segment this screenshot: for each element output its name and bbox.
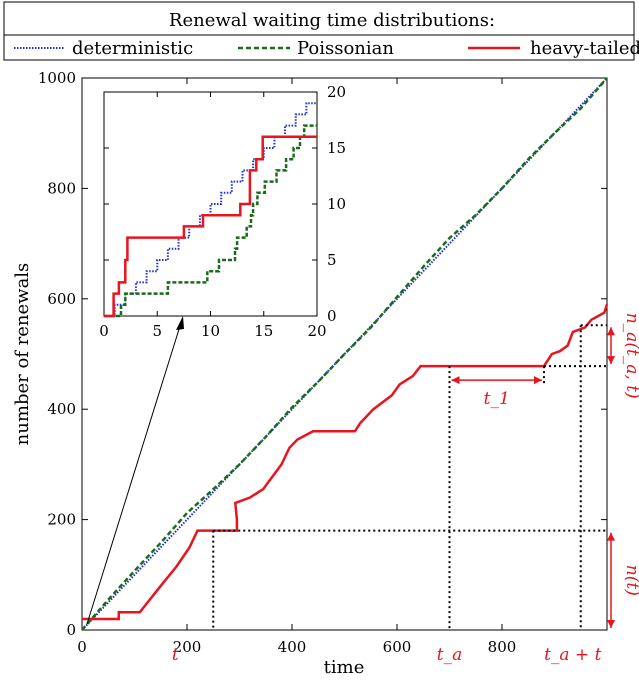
- y-tick-label-800: 800: [47, 179, 76, 197]
- t1-arrow-head-start: [451, 376, 460, 385]
- annotation-t1: t_1: [484, 389, 510, 409]
- t1-arrow-head-end: [534, 376, 542, 385]
- annotation-layer: t t_a t_a + t t_1 n(t) n_a(t_a, t): [172, 313, 639, 665]
- legend-title: Renewal waiting time distributions:: [169, 10, 495, 31]
- inset-frame: [103, 91, 318, 317]
- x-tick-label-600: 600: [383, 638, 412, 656]
- legend-label-deterministic: deterministic: [72, 38, 193, 59]
- legend-label-heavy-tailed: heavy-tailed: [530, 38, 639, 59]
- legend-entry-heavy-tailed: heavy-tailed: [468, 38, 639, 59]
- series-line-poissonian: [81, 77, 608, 631]
- annotation-nt: n(t): [622, 565, 639, 596]
- inset-y-tick-label-10: 10: [327, 195, 346, 213]
- inset-series-line-poissonian: [104, 124, 317, 318]
- inset-x-tick-label-5: 5: [152, 322, 162, 340]
- legend-frame: [3, 1, 635, 61]
- annotation-ta-plus-t: t_a + t: [544, 645, 602, 665]
- inset-x-tick-label-10: 10: [201, 322, 220, 340]
- x-tick-label-400: 400: [278, 638, 307, 656]
- legend: Renewal waiting time distributions: dete…: [3, 1, 639, 61]
- na-arrow-head-end: [607, 356, 615, 365]
- annotation-ta: t_a: [437, 645, 462, 665]
- x-axis-label: time: [324, 657, 365, 678]
- legend-entry-poissonian: Poissonian: [238, 38, 394, 59]
- zoom-arrow-head: [176, 316, 184, 330]
- series-line-heavy-tailed: [82, 303, 609, 621]
- na-arrow-head-start: [607, 327, 615, 336]
- series-line-deterministic: [81, 77, 608, 631]
- plot-frame: [81, 77, 608, 631]
- legend-entry-deterministic: deterministic: [14, 38, 193, 59]
- inset-series-line-heavy-tailed: [104, 135, 317, 318]
- x-tick-label-0: 0: [77, 638, 87, 656]
- inset-y-tick-label-20: 20: [327, 83, 346, 101]
- nt-arrow-head-end: [607, 620, 615, 628]
- y-tick-label-0: 0: [66, 621, 76, 639]
- inset-series-layer: [104, 102, 317, 318]
- inset-y-tick-label-15: 15: [327, 139, 346, 157]
- main-series-layer: [81, 77, 609, 631]
- inset-y-tick-label-0: 0: [327, 307, 337, 325]
- inset-x-tick-label-0: 0: [99, 322, 109, 340]
- legend-label-poissonian: Poissonian: [297, 38, 394, 59]
- y-tick-label-400: 400: [47, 400, 76, 418]
- inset-x-tick-label-15: 15: [254, 322, 273, 340]
- y-tick-label-1000: 1000: [38, 69, 76, 87]
- zoom-arrow-line: [86, 325, 181, 625]
- x-tick-label-200: 200: [173, 638, 202, 656]
- x-tick-label-800: 800: [488, 638, 517, 656]
- y-tick-label-200: 200: [47, 511, 76, 529]
- inset-y-tick-label-5: 5: [327, 251, 337, 269]
- inset-x-tick-label-20: 20: [307, 322, 326, 340]
- zoom-arrow: [86, 316, 184, 625]
- y-tick-label-600: 600: [47, 290, 76, 308]
- annotation-t: t: [172, 645, 179, 665]
- nt-arrow-head-start: [607, 532, 615, 541]
- annotation-na: n_a(t_a, t): [622, 313, 639, 399]
- y-axis-label: number of renewals: [12, 263, 33, 446]
